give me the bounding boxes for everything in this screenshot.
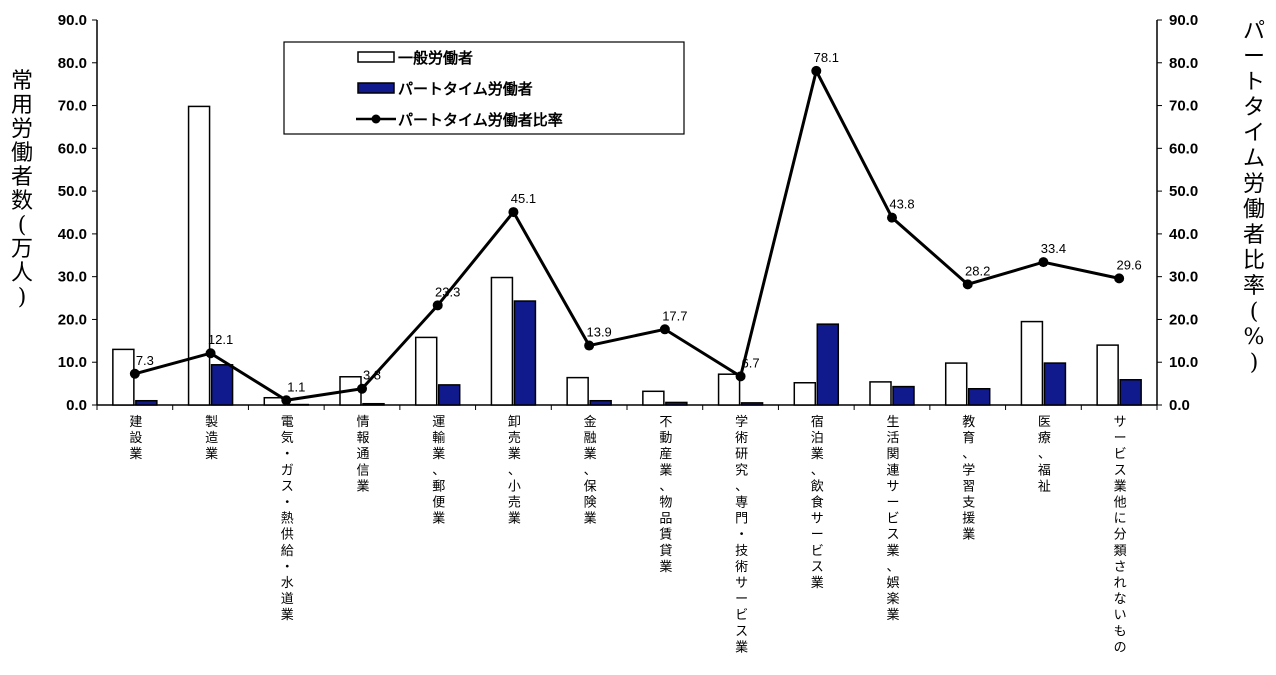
ratio-point xyxy=(887,212,897,223)
bar-part-time xyxy=(1119,379,1142,406)
left-tick-label: 80.0 xyxy=(58,55,87,72)
right-tick-label: 10.0 xyxy=(1169,354,1198,371)
bar-part-time xyxy=(589,399,612,406)
left-tick-label: 50.0 xyxy=(58,183,87,200)
category-label: 宿泊業、飲食サービス業 xyxy=(811,414,824,591)
ratio-point xyxy=(659,324,670,335)
bar-part-time xyxy=(665,401,688,406)
bar-part-time xyxy=(210,364,234,406)
bar-part-time xyxy=(135,399,158,406)
left-tick-label: 90.0 xyxy=(58,12,87,29)
bar-general xyxy=(944,362,968,406)
bar-part-time xyxy=(362,402,385,406)
legend-label: 一般労働者 xyxy=(398,49,473,67)
legend-label: パートタイム労働者比率 xyxy=(398,111,563,129)
ratio-point xyxy=(811,65,822,76)
ratio-point xyxy=(962,279,973,290)
legend-swatch xyxy=(357,82,395,94)
right-tick-label: 30.0 xyxy=(1169,269,1198,286)
ratio-point xyxy=(432,300,443,311)
ratio-data-label: 78.1 xyxy=(814,50,839,65)
bar-part-time xyxy=(1043,362,1067,406)
bar-general xyxy=(642,390,665,406)
category-label: 不動産業、物品賃貸業 xyxy=(659,415,672,575)
bar-general xyxy=(187,105,211,406)
category-label: 金融業、保険業 xyxy=(584,414,597,527)
right-tick-label: 50.0 xyxy=(1169,183,1198,200)
ratio-data-label: 45.1 xyxy=(511,191,536,206)
legend-label: パートタイム労働者 xyxy=(398,80,533,98)
category-label: 学術研究、専門・技術サービス業 xyxy=(735,414,748,655)
right-tick-label: 70.0 xyxy=(1169,98,1198,115)
left-tick-label: 30.0 xyxy=(58,269,87,286)
ratio-data-label: 23.3 xyxy=(435,284,460,299)
bar-general xyxy=(112,348,135,406)
bar-part-time xyxy=(513,300,537,406)
y2-axis-title: パートタイム労働者比率(%) xyxy=(1243,19,1265,376)
bar-general xyxy=(869,381,892,406)
bar-general xyxy=(1096,344,1119,406)
bar-general xyxy=(490,276,514,406)
category-label: 運輸業、郵便業 xyxy=(432,415,445,527)
ratio-data-label: 6.7 xyxy=(742,355,760,370)
category-label: サービス業他に分類されないもの xyxy=(1114,415,1127,655)
ratio-data-label: 12.1 xyxy=(208,332,233,347)
ratio-point xyxy=(508,207,519,218)
category-label: 電気・ガス・熱供給・水道業 xyxy=(281,415,294,623)
ratio-line xyxy=(134,66,1120,402)
ratio-point xyxy=(735,371,746,382)
category-label: 製造業 xyxy=(205,415,218,462)
ratio-point xyxy=(129,368,140,379)
right-tick-label: 90.0 xyxy=(1169,12,1198,29)
left-tick-label: 20.0 xyxy=(58,311,87,328)
ratio-point xyxy=(357,383,367,394)
ratio-data-label: 13.9 xyxy=(586,325,611,340)
left-tick-label: 0.0 xyxy=(66,397,87,414)
bar-general xyxy=(793,382,817,406)
ratio-point xyxy=(205,348,216,359)
left-tick-label: 10.0 xyxy=(58,354,87,371)
category-label: 生活関連サービス業、娯楽業 xyxy=(886,415,899,623)
right-tick-label: 0.0 xyxy=(1169,397,1190,414)
ratio-point xyxy=(1038,257,1049,268)
ratio-data-label: 29.6 xyxy=(1116,257,1141,272)
left-tick-label: 70.0 xyxy=(58,98,87,115)
right-tick-label: 80.0 xyxy=(1169,55,1198,72)
bar-general xyxy=(717,373,741,406)
category-label: 医療、福祉 xyxy=(1038,415,1051,494)
ratio-point xyxy=(584,340,595,351)
ratio-data-label: 33.4 xyxy=(1041,241,1066,256)
right-tick-label: 40.0 xyxy=(1169,226,1198,243)
right-tick-label: 20.0 xyxy=(1169,311,1198,328)
ratio-point xyxy=(281,395,292,406)
right-tick-label: 60.0 xyxy=(1169,140,1198,157)
category-label: 教育、学習支援業 xyxy=(962,414,975,543)
ratio-data-label: 3.8 xyxy=(363,368,381,383)
ratio-data-label: 1.1 xyxy=(287,379,305,394)
bar-part-time xyxy=(740,402,764,406)
ratio-point xyxy=(1114,273,1125,284)
legend-marker xyxy=(371,114,381,124)
ratio-data-label: 17.7 xyxy=(662,308,687,323)
bar-general xyxy=(566,376,589,406)
y-axis-title: 常用労働者数(万人) xyxy=(11,69,33,310)
legend-swatch xyxy=(357,51,395,63)
bar-general xyxy=(414,336,438,406)
category-label: 建設業 xyxy=(129,415,142,462)
bar-part-time xyxy=(892,385,915,406)
ratio-data-label: 7.3 xyxy=(136,353,154,368)
left-tick-label: 60.0 xyxy=(58,140,87,157)
left-tick-label: 40.0 xyxy=(58,226,87,243)
ratio-data-label: 28.2 xyxy=(965,263,990,278)
ratio-data-label: 43.8 xyxy=(889,197,914,212)
bar-part-time xyxy=(816,323,840,406)
bar-general xyxy=(1020,320,1044,406)
bar-part-time xyxy=(967,387,991,406)
legend-box xyxy=(283,41,685,135)
category-label: 卸売業、小売業 xyxy=(508,414,521,527)
bar-part-time xyxy=(437,384,461,406)
category-label: 情報通信業 xyxy=(356,415,369,494)
